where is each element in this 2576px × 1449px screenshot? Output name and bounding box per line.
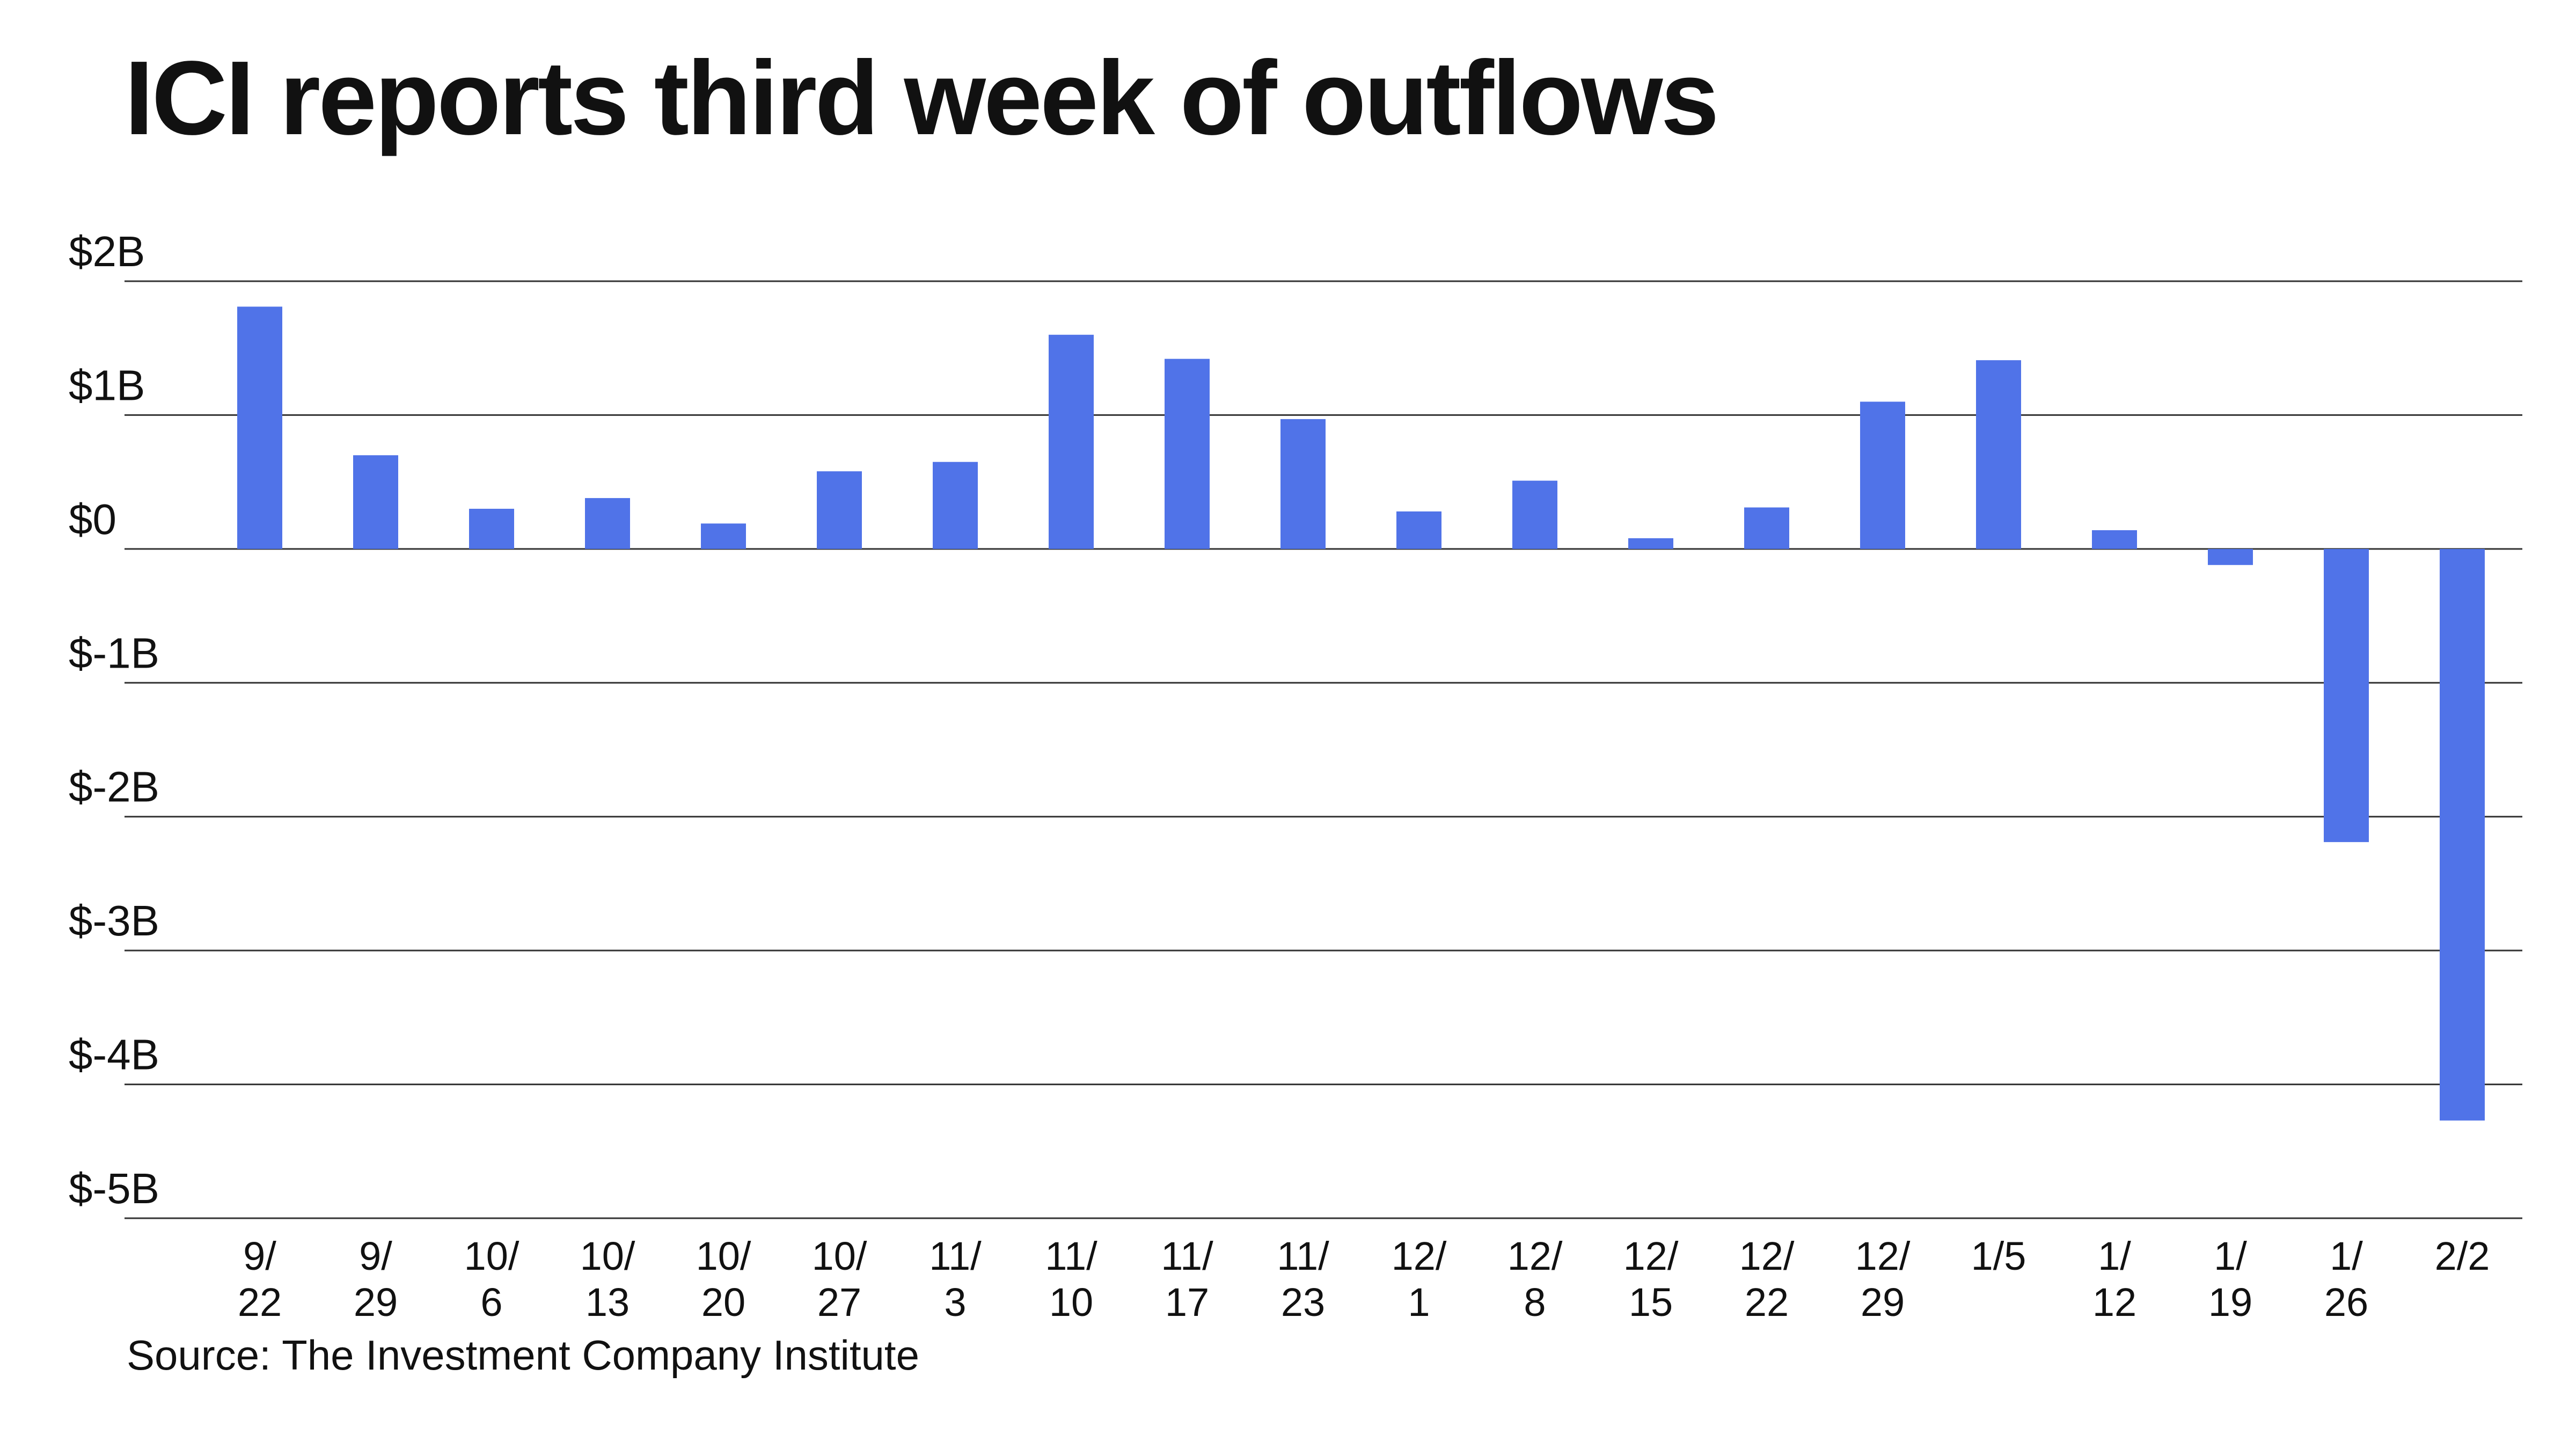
x-tick-label: 10/13: [580, 1234, 635, 1324]
x-tick-label: 10/20: [696, 1234, 751, 1324]
bar: [1744, 507, 1789, 549]
bar: [469, 509, 514, 549]
bar: [2092, 530, 2137, 549]
x-tick-label-line: 1/5: [1971, 1234, 2026, 1278]
x-tick-label-line: 10: [1049, 1280, 1093, 1324]
bar: [2440, 548, 2485, 1121]
x-tick-label-line: 10/: [696, 1234, 751, 1278]
x-tick-label-line: 13: [586, 1280, 630, 1324]
bar: [1512, 480, 1557, 549]
x-tick-label-line: 12: [2092, 1280, 2136, 1324]
x-tick-label-line: 27: [817, 1280, 861, 1324]
x-tick-label: 12/8: [1507, 1234, 1563, 1324]
x-tick-label: 10/6: [464, 1234, 519, 1324]
x-tick-label-line: 1: [1408, 1280, 1430, 1324]
x-tick-label: 11/10: [1045, 1234, 1097, 1324]
x-tick-label: 12/1: [1392, 1234, 1447, 1324]
x-tick-label-line: 11/: [929, 1234, 982, 1278]
source-note: Source: The Investment Company Institute: [127, 1331, 919, 1379]
x-tick-label-line: 8: [1524, 1280, 1546, 1324]
bar: [2208, 548, 2253, 565]
y-tick-label: $-2B: [69, 763, 159, 811]
bar: [1976, 360, 2021, 549]
x-tick-label: 12/22: [1739, 1234, 1795, 1324]
bar: [933, 462, 978, 549]
y-tick-label: $-4B: [69, 1031, 159, 1079]
x-tick-label: 1/5: [1971, 1234, 2026, 1278]
y-tick-label: $2B: [69, 228, 145, 275]
x-tick-label: 12/29: [1855, 1234, 1911, 1324]
x-tick-label: 11/23: [1277, 1234, 1329, 1324]
x-tick-label-line: 3: [944, 1280, 966, 1324]
x-tick-label-line: 12/: [1739, 1234, 1795, 1278]
x-tick-label-line: 22: [1745, 1280, 1789, 1324]
x-tick-label-line: 26: [2324, 1280, 2368, 1324]
x-tick-label-line: 11/: [1045, 1234, 1097, 1278]
x-tick-label-line: 1/: [2330, 1234, 2363, 1278]
x-tick-label-line: 11/: [1277, 1234, 1329, 1278]
x-tick-label: 11/3: [929, 1234, 982, 1324]
x-tick-label-line: 20: [701, 1280, 745, 1324]
y-tick-label: $-5B: [69, 1165, 159, 1212]
x-tick-label: 1/26: [2324, 1234, 2368, 1324]
y-tick-label: $-3B: [69, 897, 159, 945]
x-tick-label-line: 12/: [1507, 1234, 1563, 1278]
x-tick-label-line: 19: [2208, 1280, 2252, 1324]
bars: [237, 306, 2485, 1121]
y-tick-label: $0: [69, 495, 116, 543]
x-tick-label-line: 9/: [359, 1234, 392, 1278]
x-tick-label-line: 29: [1861, 1280, 1905, 1324]
x-tick-label-line: 9/: [243, 1234, 276, 1278]
x-tick-label: 1/19: [2208, 1234, 2252, 1324]
x-tick-label: 9/29: [354, 1234, 398, 1324]
x-tick-label-line: 10/: [580, 1234, 635, 1278]
x-tick-label-line: 17: [1165, 1280, 1209, 1324]
x-tick-label-line: 1/: [2214, 1234, 2247, 1278]
x-tick-label-line: 22: [238, 1280, 282, 1324]
bar: [1049, 334, 1094, 549]
x-tick-label-line: 2/2: [2435, 1234, 2490, 1278]
bar: [585, 498, 630, 549]
x-tick-label: 1/12: [2092, 1234, 2136, 1324]
bar: [353, 455, 398, 549]
chart-title: ICI reports third week of outflows: [125, 39, 1719, 157]
x-tick-label: 11/17: [1161, 1234, 1213, 1324]
x-tick-label-line: 10/: [812, 1234, 867, 1278]
x-tick-label: 10/27: [812, 1234, 867, 1324]
bar: [701, 523, 746, 549]
y-tick-label: $-1B: [69, 629, 159, 677]
x-tick-label-line: 12/: [1623, 1234, 1679, 1278]
x-tick-label-line: 10/: [464, 1234, 519, 1278]
x-tick-label-line: 12/: [1855, 1234, 1911, 1278]
bar: [817, 471, 862, 549]
x-tick-label-line: 6: [480, 1280, 502, 1324]
y-tick-label: $1B: [69, 361, 145, 409]
bar: [1165, 358, 1210, 549]
bar: [1396, 511, 1441, 549]
bar: [237, 306, 282, 549]
x-axis-ticks: 9/229/2910/610/1310/2010/2711/311/1011/1…: [238, 1234, 2490, 1324]
bar: [1860, 401, 1905, 549]
x-tick-label-line: 23: [1281, 1280, 1325, 1324]
bar: [1628, 538, 1673, 549]
x-tick-label: 2/2: [2435, 1234, 2490, 1278]
x-tick-label: 9/22: [238, 1234, 282, 1324]
bar: [1280, 419, 1326, 549]
x-tick-label: 12/15: [1623, 1234, 1679, 1324]
y-axis-ticks: $2B $1B $0 $-1B $-2B $-3B $-4B $-5B: [69, 228, 159, 1212]
x-tick-label-line: 29: [354, 1280, 398, 1324]
x-tick-label-line: 12/: [1392, 1234, 1447, 1278]
x-tick-label-line: 15: [1629, 1280, 1673, 1324]
x-tick-label-line: 11/: [1161, 1234, 1213, 1278]
x-tick-label-line: 1/: [2098, 1234, 2131, 1278]
bar: [2324, 548, 2369, 843]
